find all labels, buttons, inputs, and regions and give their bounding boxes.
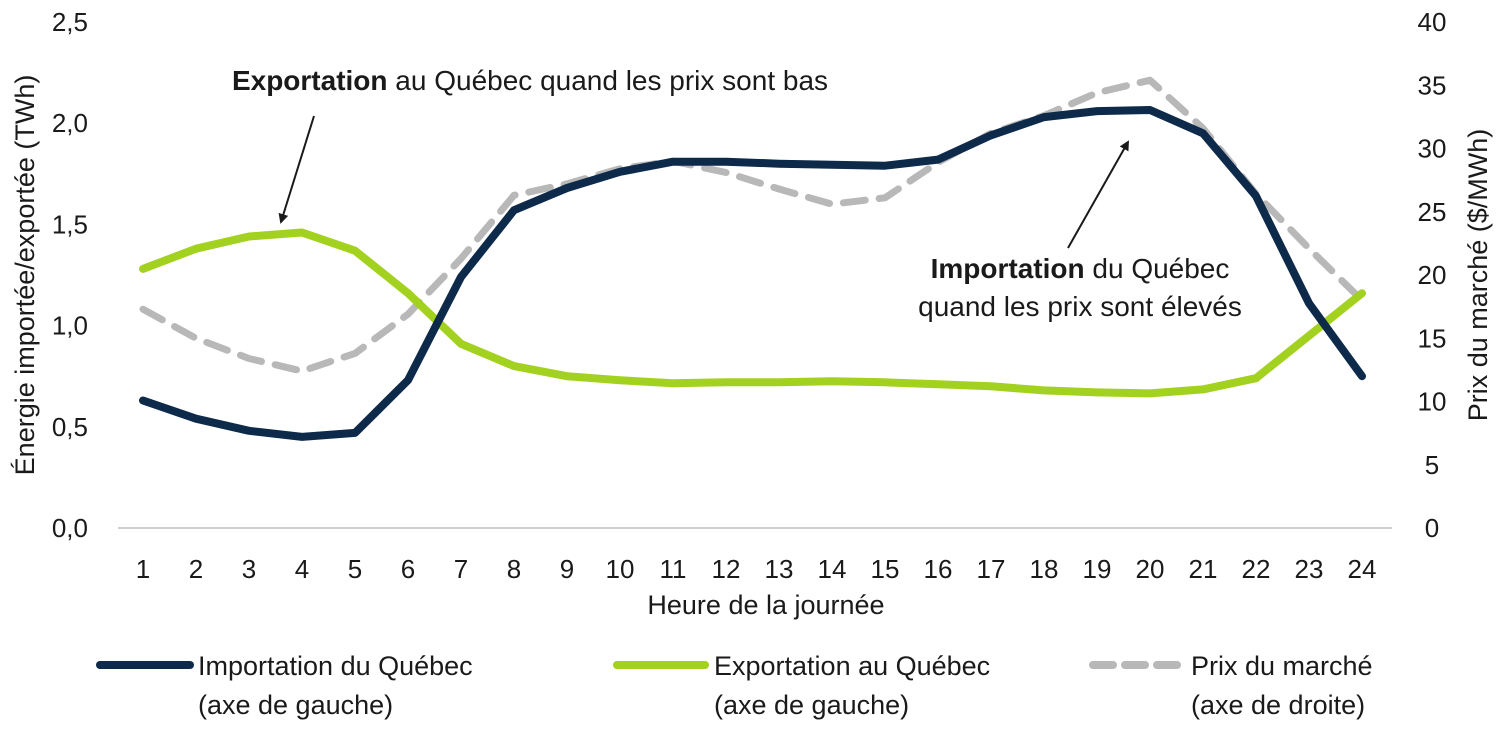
x-tick-label: 12 <box>712 554 741 584</box>
left-axis-title: Énergie importée/exportée (TWh) <box>10 75 40 476</box>
x-tick-label: 18 <box>1030 554 1059 584</box>
annotation-export-arrow <box>278 115 315 224</box>
x-axis-ticks: 1 2 3 4 5 6 7 8 9 10 11 12 13 14 15 16 17 18 19 20 21 22 23 24 <box>136 554 1377 584</box>
right-axis-title: Prix du marché ($/MWh) <box>1463 129 1493 422</box>
annotation-export-bold: Exportation <box>232 65 388 96</box>
legend-label-import: Importation du Québec <box>198 651 473 681</box>
right-tick-label: 25 <box>1418 197 1447 227</box>
right-tick-label: 40 <box>1418 7 1447 37</box>
legend-item-price: Prix du marché (axe de droite) <box>1089 651 1373 720</box>
legend-sublabel-import: (axe de gauche) <box>198 690 393 720</box>
annotation-export: Exportation au Québec quand les prix son… <box>232 65 828 96</box>
x-tick-label: 20 <box>1136 554 1165 584</box>
annotation-import-rest: du Québec <box>1085 253 1230 284</box>
series-layer <box>139 76 1366 441</box>
left-tick-label: 1,5 <box>52 209 88 239</box>
x-tick-label: 8 <box>507 554 521 584</box>
right-tick-label: 15 <box>1418 323 1447 353</box>
left-tick-label: 0,5 <box>52 412 88 442</box>
x-tick-label: 14 <box>818 554 847 584</box>
left-tick-label: 2,5 <box>52 7 88 37</box>
x-tick-label: 24 <box>1348 554 1377 584</box>
right-tick-label: 20 <box>1418 260 1447 290</box>
x-tick-label: 17 <box>977 554 1006 584</box>
right-tick-label: 30 <box>1418 134 1447 164</box>
x-tick-label: 10 <box>606 554 635 584</box>
x-tick-label: 7 <box>454 554 468 584</box>
x-tick-label: 19 <box>1083 554 1112 584</box>
legend: Importation du Québec (axe de gauche) Ex… <box>96 651 1373 720</box>
x-tick-label: 6 <box>401 554 415 584</box>
annotation-import-bold: Importation <box>931 253 1085 284</box>
series-line-export <box>139 228 1366 398</box>
right-tick-label: 5 <box>1425 450 1439 480</box>
annotation-import-arrow <box>1067 140 1129 249</box>
legend-sublabel-export: (axe de gauche) <box>714 690 909 720</box>
left-axis-ticks: 0,0 0,5 1,0 1,5 2,0 2,5 <box>52 7 88 543</box>
x-tick-label: 3 <box>242 554 256 584</box>
x-tick-label: 1 <box>136 554 150 584</box>
left-tick-label: 0,0 <box>52 513 88 543</box>
right-tick-label: 10 <box>1418 387 1447 417</box>
legend-item-import: Importation du Québec (axe de gauche) <box>96 651 473 720</box>
annotation-import-line2: quand les prix sont élevés <box>918 291 1242 322</box>
series-line-price <box>139 76 1366 375</box>
legend-sublabel-price: (axe de droite) <box>1191 690 1365 720</box>
x-axis-title: Heure de la journée <box>647 590 884 620</box>
x-tick-label: 16 <box>924 554 953 584</box>
x-tick-label: 11 <box>660 554 687 584</box>
right-axis-ticks: 0 5 10 15 20 25 30 35 40 <box>1418 7 1447 543</box>
legend-label-price: Prix du marché <box>1191 651 1373 681</box>
x-tick-label: 21 <box>1189 554 1218 584</box>
x-tick-label: 9 <box>560 554 574 584</box>
legend-item-export: Exportation au Québec (axe de gauche) <box>613 651 990 720</box>
x-tick-label: 2 <box>189 554 203 584</box>
x-tick-label: 4 <box>295 554 309 584</box>
legend-label-export: Exportation au Québec <box>714 651 990 681</box>
right-tick-label: 35 <box>1418 70 1447 100</box>
series-line-import <box>139 106 1366 441</box>
x-tick-label: 22 <box>1242 554 1271 584</box>
left-tick-label: 2,0 <box>52 108 88 138</box>
x-tick-label: 15 <box>871 554 900 584</box>
x-tick-label: 5 <box>348 554 362 584</box>
annotation-import: Importation du Québec <box>931 253 1230 284</box>
left-tick-label: 1,0 <box>52 311 88 341</box>
x-tick-label: 13 <box>765 554 794 584</box>
x-tick-label: 23 <box>1295 554 1324 584</box>
annotation-export-rest: au Québec quand les prix sont bas <box>388 65 829 96</box>
right-tick-label: 0 <box>1425 513 1439 543</box>
